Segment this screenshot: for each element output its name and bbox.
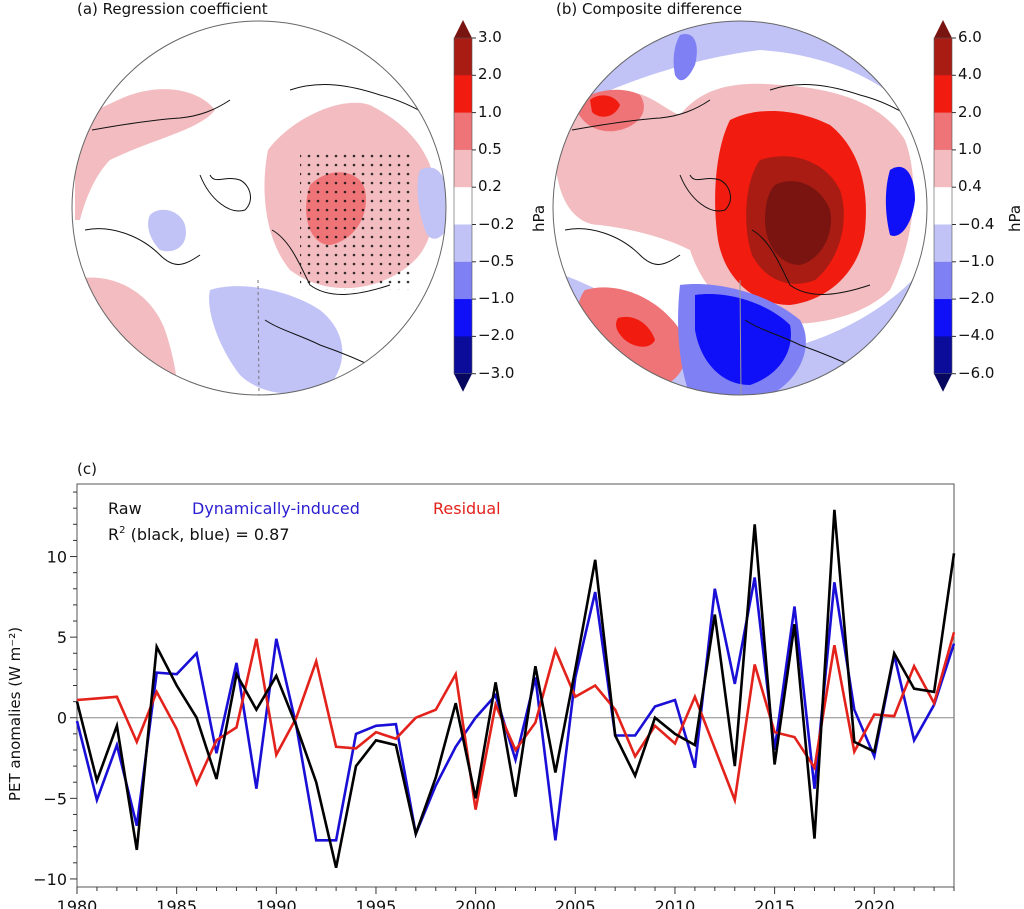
- colorbar-segment: [454, 112, 472, 151]
- coastlines-a: [84, 84, 436, 395]
- contour-pos-b7: [616, 316, 655, 347]
- colorbar-segment: [454, 75, 472, 114]
- y-tick-label: 5: [57, 628, 67, 647]
- colorbar-tick-label: 2.0: [958, 102, 982, 121]
- colorbar-tick-label: −6.0: [958, 363, 995, 382]
- colorbar-a-unit: hPa: [530, 204, 548, 232]
- contour-pos-a2: [72, 277, 177, 395]
- contour-pos-b4: [746, 156, 844, 284]
- colorbar-segment: [934, 261, 952, 300]
- contour-neg-b1: [678, 284, 806, 395]
- x-tick-label: 1990: [256, 897, 297, 909]
- contour-pos-b3: [715, 110, 866, 305]
- colorbar-tick-label: 1.0: [478, 102, 502, 121]
- map-b-boundary: [552, 20, 928, 396]
- colorbar-tick-label: 6.0: [958, 28, 982, 46]
- contour-pos-a4: [306, 172, 366, 245]
- contour-neg-b4: [673, 34, 697, 81]
- panel-b-title: (b) Composite difference: [556, 0, 743, 18]
- x-tick-label: 2020: [854, 897, 895, 909]
- colorbar-tick-label: −4.0: [958, 326, 995, 345]
- contour-neg-b2: [695, 294, 791, 385]
- colorbar-segment: [454, 149, 472, 188]
- colorbar-segment: [934, 224, 952, 263]
- coastlines-b: [564, 84, 916, 395]
- colorbar-tick-label: 0.5: [478, 139, 502, 158]
- plot-frame: [76, 483, 955, 888]
- y-tick-label: −5: [43, 789, 67, 808]
- colorbar-tick-label: −2.0: [958, 289, 995, 308]
- colorbar-segment: [934, 112, 952, 151]
- colorbar-tick-label: −3.0: [478, 363, 515, 382]
- y-tick-label: 10: [47, 548, 67, 567]
- x-tick-label: 1985: [156, 897, 197, 909]
- colorbar-extend-top: [454, 20, 472, 38]
- colorbar-a: [453, 20, 476, 392]
- y-tick-label: −10: [33, 870, 67, 889]
- contour-white-b: [553, 50, 927, 351]
- stippling-a: [300, 150, 410, 290]
- contour-pos-a3: [264, 102, 435, 289]
- contour-neg-b3: [885, 166, 915, 236]
- contour-pos-b1: [555, 83, 914, 324]
- contour-pos-a1: [75, 89, 215, 220]
- map-a-boundary: [71, 20, 447, 396]
- colorbar-tick-label: 0.2: [478, 177, 502, 196]
- colorbar-tick-label: 1.0: [958, 139, 982, 158]
- x-tick-label: 2010: [655, 897, 696, 909]
- colorbar-tick-label: 0.4: [958, 177, 982, 196]
- colorbar-tick-label: −0.5: [478, 251, 515, 270]
- colorbar-tick-label: −0.2: [478, 214, 515, 233]
- colorbar-tick-label: −1.0: [958, 251, 995, 270]
- colorbar-tick-label: 4.0: [958, 65, 982, 84]
- colorbar-segment: [454, 299, 472, 337]
- x-tick-label: 2005: [555, 897, 596, 909]
- x-tick-label: 2015: [754, 897, 795, 909]
- colorbar-tick-label: −0.4: [958, 214, 995, 233]
- colorbar-segment: [454, 224, 472, 263]
- colorbar-segment: [934, 149, 952, 188]
- map-b: [553, 21, 927, 395]
- legend-residual: Residual: [433, 499, 501, 518]
- x-tick-label: 1980: [57, 897, 98, 909]
- panel-a-title: (a) Regression coefficient: [77, 0, 268, 18]
- map-a: [72, 21, 446, 395]
- colorbar-segment: [934, 75, 952, 114]
- colorbar-extend-bottom: [454, 373, 472, 392]
- legend-r-squared: R2 (black, blue) = 0.87: [108, 525, 290, 544]
- contour-neg-a3: [417, 167, 446, 239]
- y-axis-label: PET anomalies (W m⁻²): [6, 627, 24, 801]
- contour-pos-b2b: [590, 95, 620, 117]
- colorbar-extend-bottom: [934, 373, 952, 392]
- legend-raw: Raw: [108, 499, 142, 518]
- panel-c-title: (c): [77, 460, 97, 478]
- y-tick-label: 0: [57, 709, 67, 728]
- colorbar-tick-label: −2.0: [478, 326, 515, 345]
- colorbar-tick-label: 3.0: [478, 28, 502, 46]
- colorbar-b: [933, 20, 956, 392]
- x-tick-label: 1995: [356, 897, 397, 909]
- x-tick-label: 2000: [455, 897, 496, 909]
- colorbar-extend-top: [934, 20, 952, 38]
- colorbar-segment: [454, 38, 472, 76]
- contour-pos-b6: [576, 287, 686, 390]
- colorbar-segment: [934, 38, 952, 76]
- colorbar-tick-label: 2.0: [478, 65, 502, 84]
- contour-neg-a1: [148, 209, 186, 252]
- colorbar-b-unit: hPa: [1006, 204, 1024, 232]
- legend-dynamically-induced: Dynamically-induced: [192, 499, 360, 518]
- colorbar-segment: [454, 336, 472, 375]
- colorbar-segment: [934, 336, 952, 375]
- colorbar-tick-label: −1.0: [478, 289, 515, 308]
- contour-neg-a2: [209, 286, 343, 394]
- colorbar-segment: [454, 187, 472, 225]
- pet-anomalies-chart: (c) −10 −5 0 5 10 1980 1985 1990 1995 2000 2005 201…: [6, 460, 956, 909]
- colorbar-segment: [454, 261, 472, 300]
- contour-pos-b5: [765, 181, 831, 265]
- colorbar-segment: [934, 299, 952, 337]
- contour-pos-b2: [575, 89, 644, 132]
- colorbar-segment: [934, 187, 952, 225]
